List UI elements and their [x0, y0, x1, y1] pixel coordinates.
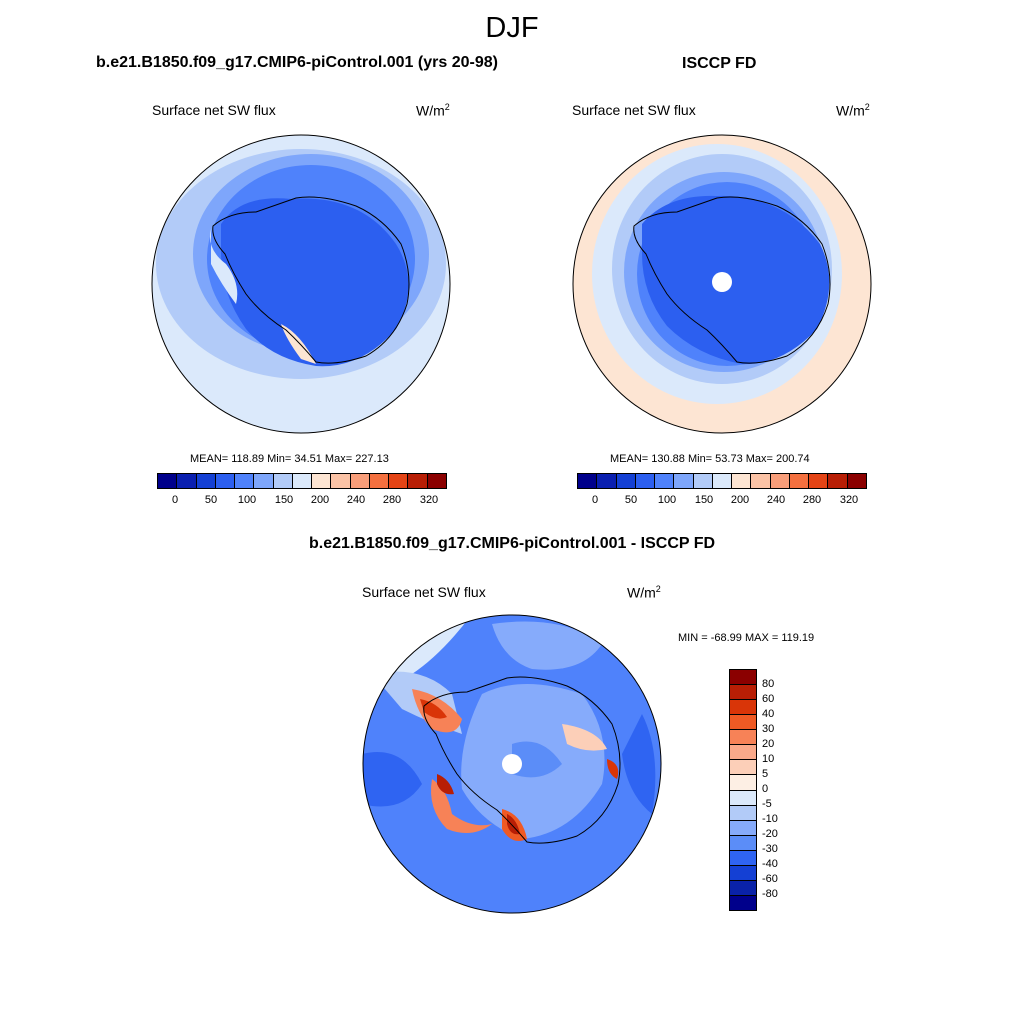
- colorbar-swatch: [312, 474, 332, 488]
- diff-colorbar: [729, 669, 757, 911]
- diff-panel-stats: MIN = -68.99 MAX = 119.19: [678, 632, 815, 644]
- panel-1-units: W/m2: [416, 102, 450, 119]
- colorbar-swatch: [616, 474, 636, 488]
- panel-1-colorbar: [157, 473, 447, 489]
- main-title: DJF: [485, 12, 539, 44]
- panel-2-title: ISCCP FD: [682, 55, 757, 72]
- colorbar-swatch: [597, 474, 617, 488]
- colorbar-swatch: [828, 474, 848, 488]
- colorbar-swatch: [331, 474, 351, 488]
- colorbar-tick-label: 50: [204, 494, 218, 506]
- colorbar-swatch: [847, 474, 866, 488]
- diff-colorbar-swatch: [730, 835, 756, 851]
- colorbar-swatch: [674, 474, 694, 488]
- colorbar-swatch: [789, 474, 810, 488]
- colorbar-tick-label: 150: [274, 494, 294, 506]
- diff-colorbar-tick-label: -30: [762, 843, 778, 855]
- colorbar-swatch: [177, 474, 197, 488]
- panel-1-stats: MEAN= 118.89 Min= 34.51 Max= 227.13: [190, 453, 389, 465]
- colorbar-swatch: [751, 474, 771, 488]
- colorbar-tick-label: 100: [237, 494, 257, 506]
- colorbar-swatch: [350, 474, 370, 488]
- colorbar-tick-label: 150: [694, 494, 714, 506]
- colorbar-swatch: [254, 474, 274, 488]
- colorbar-swatch: [732, 474, 752, 488]
- diff-colorbar-swatch: [730, 850, 756, 866]
- diff-colorbar-swatch: [730, 865, 756, 881]
- colorbar-tick-label: 100: [657, 494, 677, 506]
- diff-colorbar-swatch: [730, 730, 756, 746]
- diff-colorbar-tick-label: 30: [762, 723, 775, 735]
- diff-colorbar-tick-label: -5: [762, 798, 772, 810]
- colorbar-swatch: [635, 474, 656, 488]
- diff-colorbar-tick-label: 60: [762, 693, 775, 705]
- diff-colorbar-tick-label: -20: [762, 828, 778, 840]
- panel-2-colorbar: [577, 473, 867, 489]
- colorbar-swatch: [427, 474, 446, 488]
- diff-colorbar-swatch: [730, 790, 756, 806]
- colorbar-swatch: [292, 474, 313, 488]
- colorbar-swatch: [809, 474, 829, 488]
- panel-2-units: W/m2: [836, 102, 870, 119]
- colorbar-tick-label: 280: [802, 494, 822, 506]
- diff-colorbar-tick-label: 10: [762, 753, 775, 765]
- colorbar-swatch: [273, 474, 293, 488]
- colorbar-swatch: [235, 474, 255, 488]
- colorbar-swatch: [408, 474, 428, 488]
- colorbar-swatch: [655, 474, 675, 488]
- colorbar-tick-label: 0: [591, 494, 599, 506]
- diff-colorbar-tick-label: -10: [762, 813, 778, 825]
- diff-colorbar-tick-label: -60: [762, 873, 778, 885]
- diff-colorbar-swatch: [730, 715, 756, 731]
- diff-colorbar-tick-label: -80: [762, 888, 778, 900]
- diff-colorbar-swatch: [730, 685, 756, 701]
- panel-2-map: [572, 134, 872, 434]
- diff-panel-variable: Surface net SW flux: [362, 584, 486, 600]
- diff-colorbar-swatch: [730, 880, 756, 896]
- diff-colorbar-swatch: [730, 820, 756, 836]
- colorbar-swatch: [770, 474, 790, 488]
- colorbar-swatch: [196, 474, 216, 488]
- diff-colorbar-swatch: [730, 805, 756, 821]
- colorbar-tick-label: 240: [766, 494, 786, 506]
- diff-panel-title: b.e21.B1850.f09_g17.CMIP6-piControl.001 …: [308, 535, 716, 552]
- colorbar-tick-label: 320: [839, 494, 859, 506]
- colorbar-tick-label: 280: [382, 494, 402, 506]
- colorbar-swatch: [693, 474, 713, 488]
- colorbar-swatch: [712, 474, 733, 488]
- diff-colorbar-tick-label: 5: [762, 768, 769, 780]
- colorbar-tick-label: 200: [310, 494, 330, 506]
- diff-colorbar-tick-label: -40: [762, 858, 778, 870]
- colorbar-swatch: [158, 474, 178, 488]
- colorbar-tick-label: 240: [346, 494, 366, 506]
- diff-colorbar-tick-label: 80: [762, 678, 775, 690]
- colorbar-tick-label: 200: [730, 494, 750, 506]
- diff-colorbar-swatch: [730, 760, 756, 776]
- diff-panel-units: W/m2: [627, 584, 661, 601]
- colorbar-swatch: [215, 474, 236, 488]
- panel-1-variable: Surface net SW flux: [152, 102, 276, 118]
- colorbar-swatch: [578, 474, 598, 488]
- diff-colorbar-tick-label: 0: [762, 783, 769, 795]
- diff-colorbar-tick-label: 20: [762, 738, 775, 750]
- diff-colorbar-swatch: [730, 895, 756, 910]
- diff-panel-map: [362, 614, 662, 914]
- diff-colorbar-swatch: [730, 745, 756, 761]
- diff-colorbar-swatch: [730, 775, 756, 791]
- panel-1-map: [151, 134, 451, 434]
- panel-2-variable: Surface net SW flux: [572, 102, 696, 118]
- colorbar-swatch: [389, 474, 409, 488]
- colorbar-tick-label: 0: [171, 494, 179, 506]
- panel-2-stats: MEAN= 130.88 Min= 53.73 Max= 200.74: [610, 453, 810, 465]
- diff-colorbar-swatch: [730, 700, 756, 716]
- diff-colorbar-tick-label: 40: [762, 708, 775, 720]
- diff-colorbar-swatch: [730, 670, 756, 686]
- colorbar-tick-label: 320: [419, 494, 439, 506]
- colorbar-swatch: [369, 474, 390, 488]
- colorbar-tick-label: 50: [624, 494, 638, 506]
- panel-1-title: b.e21.B1850.f09_g17.CMIP6-piControl.001 …: [96, 54, 498, 71]
